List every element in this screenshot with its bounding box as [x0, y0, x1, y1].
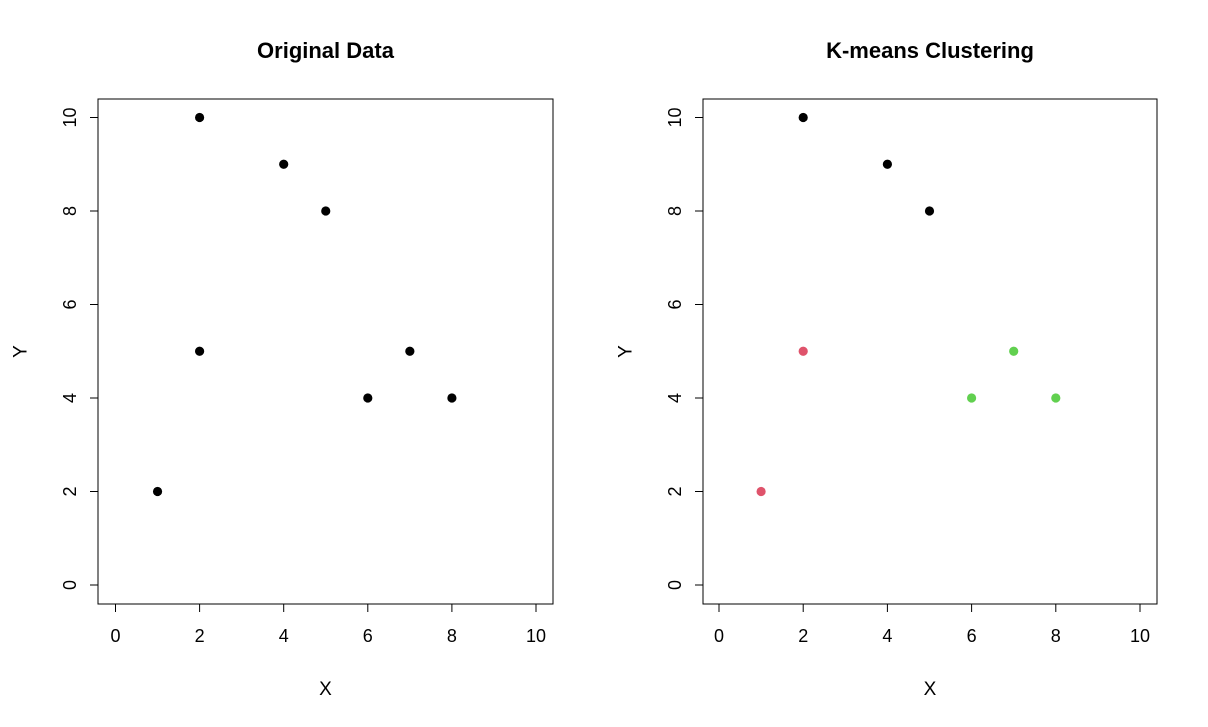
data-point — [363, 393, 373, 403]
y-tick-label: 8 — [665, 206, 685, 216]
y-tick-label: 6 — [665, 299, 685, 309]
data-point — [1009, 346, 1019, 356]
data-point — [924, 206, 935, 216]
chart-panel-1: Original Data 0 2 4 6 8 10 0 2 4 6 8 10 X Y — [11, 38, 554, 700]
x-axis: 0 2 4 6 8 10 — [110, 603, 546, 646]
data-point — [882, 159, 893, 169]
x-axis-label: X — [319, 679, 332, 700]
y-axis-label: Y — [616, 345, 637, 358]
y-tick-label: 2 — [665, 486, 685, 496]
data-points — [756, 112, 1061, 497]
y-tick-label: 6 — [60, 299, 80, 309]
x-tick-label: 6 — [363, 626, 373, 646]
data-point — [321, 206, 331, 216]
x-axis-label: X — [924, 679, 937, 700]
chart-title: Original Data — [257, 38, 395, 63]
x-tick-label: 10 — [526, 626, 546, 646]
data-point — [152, 486, 163, 497]
y-tick-label: 10 — [665, 107, 685, 127]
data-point — [967, 393, 977, 403]
y-tick-label: 4 — [665, 393, 685, 403]
y-axis: 0 2 4 6 8 10 — [665, 107, 704, 590]
y-tick-label: 10 — [60, 107, 80, 127]
y-tick-label: 0 — [60, 580, 80, 590]
y-tick-label: 0 — [665, 580, 685, 590]
y-tick-label: 8 — [60, 206, 80, 216]
data-point — [405, 346, 415, 356]
x-tick-label: 6 — [967, 626, 977, 646]
data-point — [798, 112, 808, 123]
chart-panel-2: K-means Clustering 0 2 4 6 8 10 0 2 4 6 8 10 X Y — [616, 38, 1158, 700]
chart-title: K-means Clustering — [826, 38, 1034, 63]
x-tick-label: 8 — [1051, 626, 1061, 646]
plot-frame — [97, 98, 554, 605]
data-point — [447, 393, 457, 403]
x-tick-label: 8 — [447, 626, 457, 646]
x-tick-label: 0 — [714, 626, 724, 646]
x-tick-label: 10 — [1130, 626, 1150, 646]
data-points — [152, 112, 457, 497]
y-tick-label: 4 — [60, 393, 80, 403]
y-tick-label: 2 — [60, 486, 80, 496]
x-axis: 0 2 4 6 8 10 — [714, 603, 1150, 646]
x-tick-label: 2 — [798, 626, 808, 646]
data-point — [798, 346, 808, 356]
plot-frame — [702, 98, 1158, 605]
data-point — [195, 346, 205, 356]
data-point — [279, 159, 289, 169]
x-tick-label: 4 — [882, 626, 892, 646]
y-axis: 0 2 4 6 8 10 — [60, 107, 99, 590]
data-point — [756, 486, 766, 497]
y-axis-label: Y — [11, 345, 32, 358]
data-point — [195, 112, 205, 123]
data-point — [1051, 393, 1061, 403]
x-tick-label: 4 — [279, 626, 289, 646]
x-tick-label: 0 — [110, 626, 120, 646]
x-tick-label: 2 — [195, 626, 205, 646]
